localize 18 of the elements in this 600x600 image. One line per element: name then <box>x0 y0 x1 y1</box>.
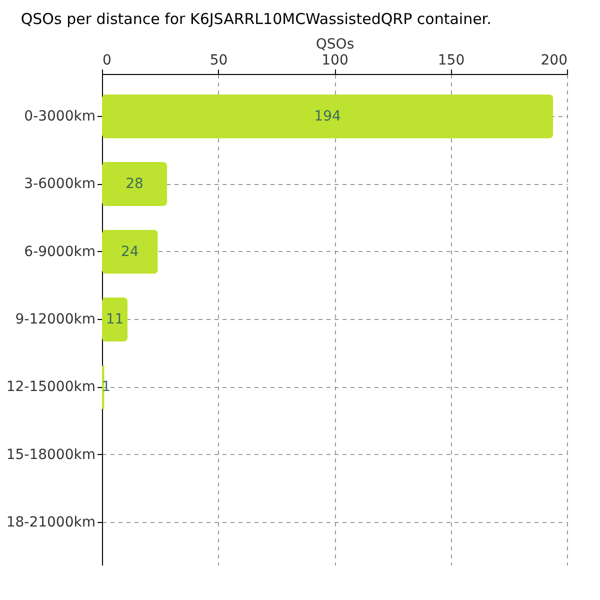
chart-title: QSOs per distance for K6JSARRL10MCWassistedQRP container. <box>20 10 492 28</box>
y-tick-label: 0-3000km <box>24 108 96 124</box>
x-tick-label: 50 <box>210 52 228 68</box>
x-tick-label: 100 <box>322 52 348 68</box>
y-tick-label: 15-18000km <box>6 446 96 463</box>
data-label: 28 <box>126 176 144 192</box>
x-tick-label: 200 <box>540 52 568 68</box>
x-tick-label: 0 <box>102 52 112 68</box>
y-tick-label: 12-15000km <box>6 379 96 396</box>
data-label: 24 <box>120 244 139 260</box>
data-label: 194 <box>314 108 341 124</box>
y-tick-label: 3-6000km <box>24 176 96 192</box>
x-tick-label: 150 <box>438 52 465 68</box>
y-tick-label: 18-21000km <box>6 514 96 531</box>
y-tick-label: 6-9000km <box>24 244 96 260</box>
y-tick-label: 9-12000km <box>15 312 96 328</box>
x-axis-title: QSOs <box>316 36 354 52</box>
data-label: 11 <box>106 312 124 328</box>
